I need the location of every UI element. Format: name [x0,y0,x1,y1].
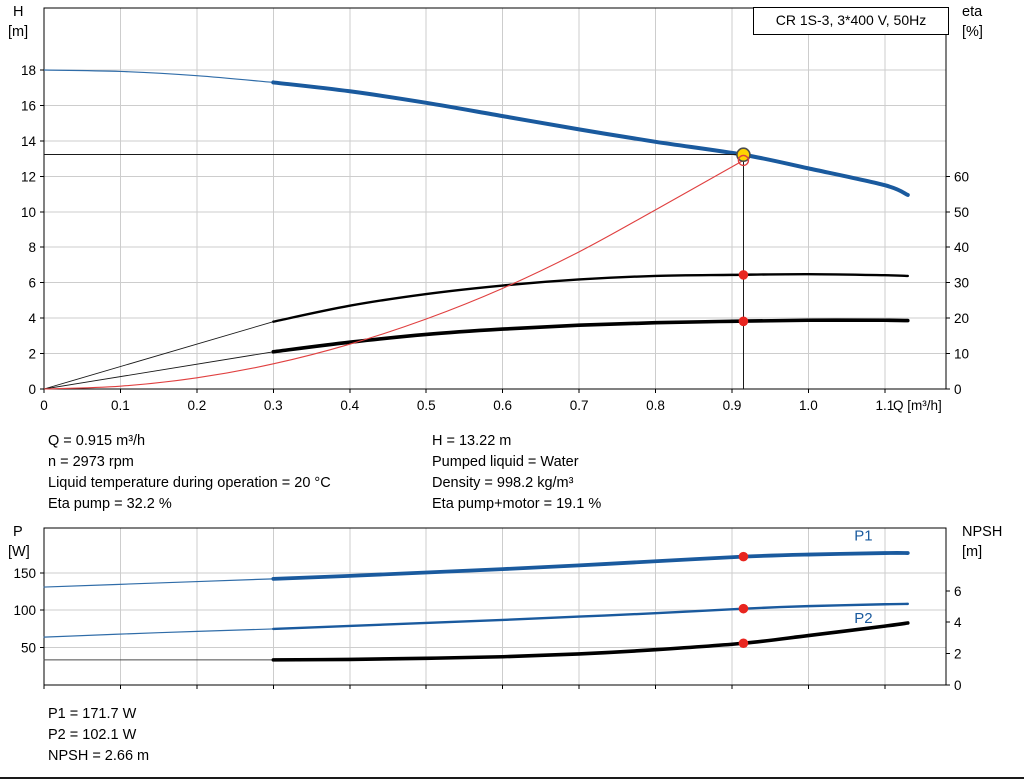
y-right-tick-label: 2 [954,647,962,662]
info-p1: P1 = 171.7 W [48,706,137,722]
info-pumped-liquid: Pumped liquid = Water [432,454,579,470]
y-left-axis-unit-label: [W] [8,544,30,560]
y-left-tick-label: 6 [28,276,36,291]
y-left-tick-label: 14 [21,134,37,149]
y-left-axis-unit-label: H [13,4,23,20]
y-right-tick-label: 30 [954,276,969,291]
p2-curve [272,602,909,631]
y-left-tick-label: 2 [28,347,36,362]
info-npsh: NPSH = 2.66 m [48,748,150,764]
p2-curve-label: P2 [854,610,872,627]
p1-curve [271,551,910,581]
y-right-axis-unit-label: eta [962,4,983,20]
info-speed: n = 2973 rpm [48,454,134,470]
x-tick-label: 1.0 [799,398,818,413]
y-left-tick-label: 8 [28,240,36,255]
duty-info-left-column: Q = 0.915 m³/h n = 2973 rpm Liquid tempe… [48,431,331,515]
eta-pump-motor-curve [271,318,910,354]
p2-min-flow-curve [43,628,274,638]
pump-title-box: CR 1S-3, 3*400 V, 50Hz [753,7,949,35]
y-right-tick-label: 60 [954,169,969,184]
info-eta-pump: Eta pump = 32.2 % [48,496,172,512]
pump-title: CR 1S-3, 3*400 V, 50Hz [775,12,927,28]
y-left-tick-label: 18 [21,63,36,78]
x-tick-label: 0.2 [187,398,206,413]
y-left-tick-label: 4 [28,311,36,326]
p1-min-flow-curve [43,578,274,588]
y-right-tick-label: 0 [954,382,962,397]
x-tick-label: 1.1 [875,398,894,413]
x-tick-label: 0.4 [340,398,359,413]
eta-pump-motor-min-flow-curve [43,351,274,390]
y-right-tick-label: 40 [954,240,969,255]
plot-border [43,527,947,686]
y-left-tick-label: 10 [21,205,36,220]
x-tick-label: 0.9 [723,398,742,413]
y-right-tick-label: 4 [954,615,962,630]
power-info-column: P1 = 171.7 W P2 = 102.1 W NPSH = 2.66 m [48,704,149,767]
system-curve-point-marker [737,154,750,167]
y-right-axis-unit-label: [m] [962,544,982,560]
info-density: Density = 998.2 kg/m³ [432,475,574,491]
info-liquid-temperature: Liquid temperature during operation = 20… [48,475,331,491]
x-tick-label: 0.8 [646,398,665,413]
y-left-axis-unit-label: [m] [8,24,28,40]
x-tick-label: 0.1 [111,398,130,413]
info-flow: Q = 0.915 m³/h [48,433,146,449]
npsh-curve [271,621,910,662]
x-tick-label: 0 [40,398,48,413]
y-left-axis-unit-label: P [13,524,23,540]
npsh-point-marker [738,638,749,649]
head-curve [271,80,910,197]
p1-point-marker [738,551,749,562]
system-curve-curve [43,159,744,390]
y-right-tick-label: 50 [954,205,969,220]
info-p2: P2 = 102.1 W [48,727,137,743]
eta-pump-point-marker [738,270,749,280]
y-right-tick-label: 6 [954,584,962,599]
info-head: H = 13.22 m [432,433,512,449]
info-eta-pump-motor: Eta pump+motor = 19.1 % [432,496,602,512]
y-left-tick-label: 12 [21,169,36,184]
plot-border [43,7,947,390]
x-tick-label: 0.7 [570,398,589,413]
y-right-tick-label: 0 [954,678,962,693]
y-left-tick-label: 50 [21,641,36,656]
x-axis-unit-label: Q [m³/h] [893,398,942,413]
y-right-axis-unit-label: [%] [962,24,983,40]
eta-pump-curve [272,272,909,323]
p2-point-marker [738,603,749,614]
duty-info-right-column: H = 13.22 m Pumped liquid = Water Densit… [432,431,601,515]
y-left-tick-label: 0 [28,382,36,397]
x-tick-label: 0.6 [493,398,512,413]
head-min-flow-curve [43,69,274,84]
eta-pump-min-flow-curve [43,321,274,390]
y-left-tick-label: 100 [13,603,36,618]
y-right-tick-label: 20 [954,311,969,326]
y-right-tick-label: 10 [954,347,969,362]
y-left-tick-label: 16 [21,98,36,113]
x-tick-label: 0.5 [417,398,436,413]
x-tick-label: 0.3 [264,398,283,413]
y-left-tick-label: 150 [13,566,36,581]
window-bottom-border [0,777,1024,779]
p1-curve-label: P1 [854,528,872,545]
eta-pump-motor-point-marker [738,316,749,327]
y-right-axis-unit-label: NPSH [962,524,1002,540]
